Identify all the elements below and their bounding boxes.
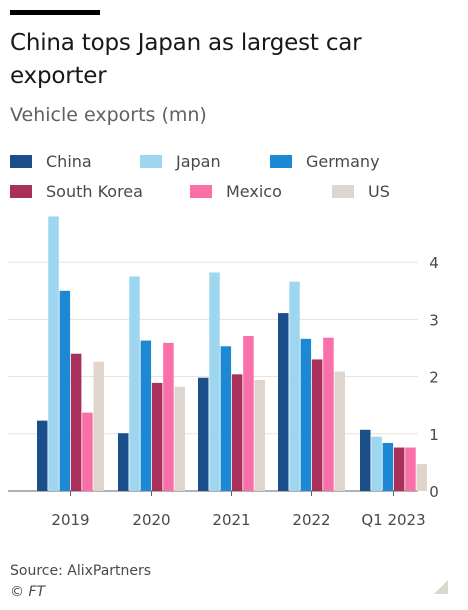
legend-label-south-korea: South Korea bbox=[46, 182, 143, 201]
legend-label-germany: Germany bbox=[306, 152, 380, 171]
bar-japan-q1-2023 bbox=[371, 436, 382, 491]
bar-china-q1-2023 bbox=[360, 429, 371, 491]
bar-germany-2019 bbox=[59, 290, 71, 491]
bar-china-2019 bbox=[37, 420, 48, 491]
legend-item-germany: Germany bbox=[270, 152, 380, 171]
legend-label-china: China bbox=[46, 152, 92, 171]
x-tick-label: 2020 bbox=[132, 511, 170, 529]
bar-china-2021 bbox=[198, 377, 209, 491]
bar-south-korea-2021 bbox=[231, 374, 243, 491]
legend-swatch-us bbox=[332, 185, 354, 198]
corner-mark bbox=[434, 580, 448, 594]
x-tick-label: Q1 2023 bbox=[361, 511, 425, 529]
bar-south-korea-2020 bbox=[151, 382, 163, 491]
bar-mexico-2019 bbox=[82, 412, 93, 491]
legend-swatch-japan bbox=[140, 155, 162, 168]
x-tick-label: 2022 bbox=[292, 511, 330, 529]
bar-us-2019 bbox=[93, 361, 104, 491]
bar-us-2020 bbox=[174, 386, 185, 491]
legend-item-japan: Japan bbox=[140, 152, 221, 171]
legend-item-mexico: Mexico bbox=[190, 182, 282, 201]
bar-germany-q1-2023 bbox=[382, 442, 394, 491]
x-tick-label: 2021 bbox=[212, 511, 250, 529]
legend-item-china: China bbox=[10, 152, 92, 171]
legend-item-south-korea: South Korea bbox=[10, 182, 143, 201]
legend-item-us: US bbox=[332, 182, 390, 201]
chart-title: China tops Japan as largest car exporter bbox=[10, 30, 362, 89]
y-tick-label: 1 bbox=[429, 426, 439, 444]
bar-us-2021 bbox=[254, 380, 265, 491]
y-tick-label: 4 bbox=[429, 254, 439, 272]
y-tick-label: 2 bbox=[429, 369, 439, 387]
legend-label-japan: Japan bbox=[176, 152, 221, 171]
bar-china-2022 bbox=[278, 313, 289, 491]
bar-us-2022 bbox=[334, 371, 345, 491]
legend-swatch-south-korea bbox=[10, 185, 32, 198]
y-tick-label: 3 bbox=[429, 311, 439, 329]
bar-japan-2020 bbox=[129, 276, 140, 491]
y-tick-label: 0 bbox=[429, 483, 439, 501]
bar-south-korea-2022 bbox=[311, 359, 323, 491]
ft-credit: © FT bbox=[10, 584, 46, 600]
bar-south-korea-q1-2023 bbox=[393, 447, 405, 491]
bar-japan-2021 bbox=[209, 272, 220, 491]
header-rule bbox=[10, 10, 100, 15]
x-tick-label: 2019 bbox=[51, 511, 89, 529]
bar-japan-2019 bbox=[48, 216, 59, 491]
legend-swatch-germany bbox=[270, 155, 292, 168]
bar-south-korea-2019 bbox=[70, 353, 82, 491]
legend-label-us: US bbox=[368, 182, 390, 201]
bar-germany-2020 bbox=[140, 340, 152, 491]
legend-swatch-mexico bbox=[190, 185, 212, 198]
bar-germany-2021 bbox=[220, 346, 232, 491]
chart-subtitle: Vehicle exports (mn) bbox=[10, 104, 207, 126]
bar-mexico-2020 bbox=[163, 342, 174, 491]
bar-mexico-2022 bbox=[323, 337, 334, 491]
legend: China Japan Germany South Korea Mexico U… bbox=[10, 152, 460, 212]
legend-label-mexico: Mexico bbox=[226, 182, 282, 201]
bar-mexico-2021 bbox=[243, 335, 254, 491]
bar-mexico-q1-2023 bbox=[405, 447, 416, 491]
bar-japan-2022 bbox=[289, 281, 300, 491]
bar-germany-2022 bbox=[300, 338, 312, 491]
source-note: Source: AlixPartners bbox=[10, 563, 152, 579]
bar-us-q1-2023 bbox=[416, 464, 427, 491]
bar-china-2020 bbox=[118, 433, 129, 491]
legend-swatch-china bbox=[10, 155, 32, 168]
